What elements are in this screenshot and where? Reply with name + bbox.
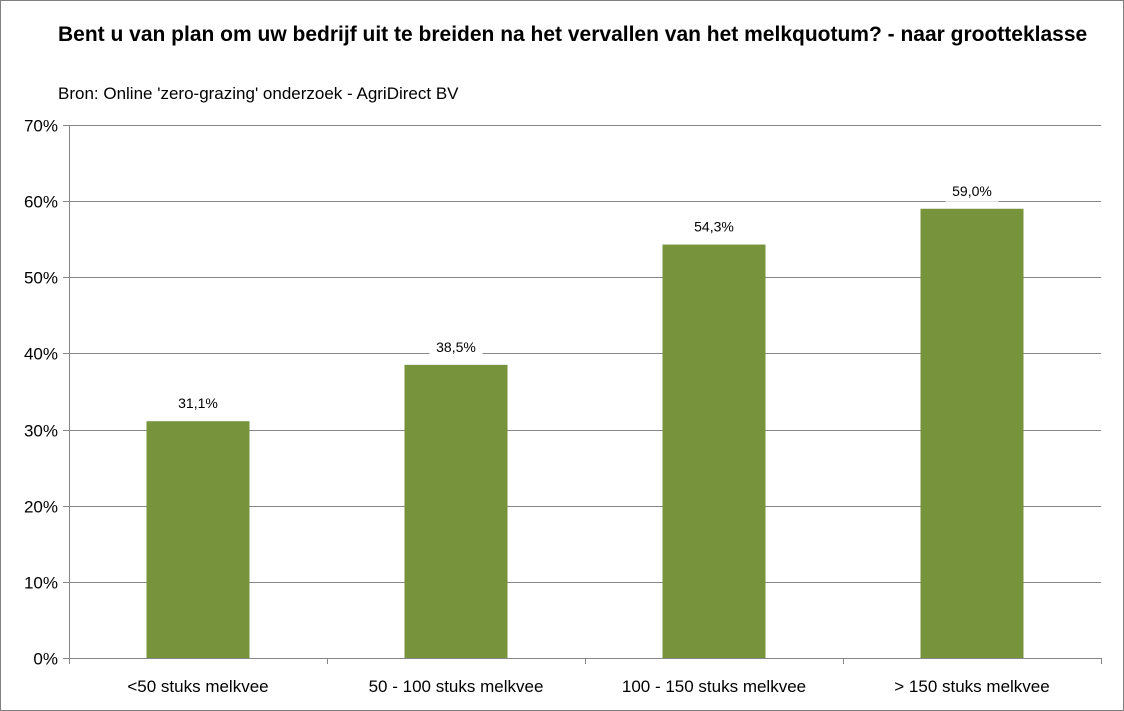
bars — [146, 208, 1024, 658]
y-axis-tick-labels: 0% 10% 20% 30% 40% 50% 60% 70% — [24, 117, 58, 669]
category-label: <50 stuks melkvee — [127, 677, 268, 696]
y-tick-label: 70% — [24, 117, 58, 136]
category-label: > 150 stuks melkvee — [894, 677, 1049, 696]
category-label: 50 - 100 stuks melkvee — [369, 677, 544, 696]
bar — [662, 244, 766, 658]
data-label-background — [687, 215, 741, 238]
data-label-background — [171, 392, 225, 415]
bar — [146, 421, 250, 658]
data-label: 38,5% — [436, 339, 476, 355]
x-axis-category-labels: <50 stuks melkvee 50 - 100 stuks melkvee 1… — [127, 677, 1049, 696]
chart-title: Bent u van plan om uw bedrijf uit te bre… — [58, 23, 1088, 46]
data-label-background — [945, 179, 999, 202]
y-tick-label: 60% — [24, 193, 58, 212]
y-tick-label: 30% — [24, 422, 58, 441]
data-label: 31,1% — [178, 395, 218, 411]
y-tick-label: 10% — [24, 574, 58, 593]
data-labels: 31,1% 38,5% 54,3% 59,0% — [171, 179, 999, 415]
category-label: 100 - 150 stuks melkvee — [622, 677, 806, 696]
data-label-background — [429, 335, 483, 358]
data-label: 59,0% — [952, 183, 992, 199]
bar — [404, 364, 508, 658]
y-tick-label: 40% — [24, 345, 58, 364]
x-axis — [69, 658, 1102, 664]
bar — [920, 208, 1024, 658]
chart-subtitle: Bron: Online 'zero-grazing' onderzoek - … — [58, 84, 459, 103]
y-tick-label: 20% — [24, 498, 58, 517]
data-label: 54,3% — [694, 219, 734, 235]
y-tick-label: 0% — [33, 650, 58, 669]
y-tick-label: 50% — [24, 269, 58, 288]
